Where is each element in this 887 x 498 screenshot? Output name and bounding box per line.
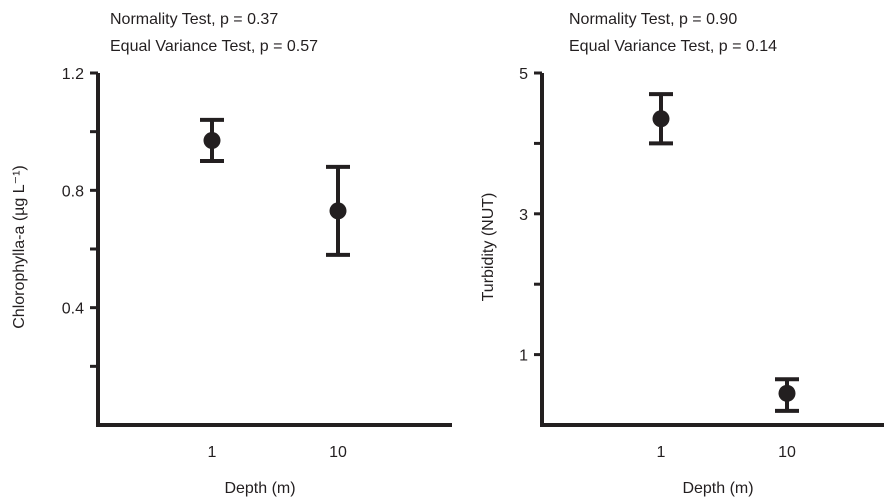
data-point — [778, 384, 796, 402]
x-tick-label: 10 — [329, 444, 347, 461]
x-tick-label: 1 — [657, 444, 666, 461]
y-axis-title: Turbidity (NUT) — [480, 193, 497, 302]
data-point — [652, 110, 670, 128]
normality-annotation: Normality Test, p = 0.90 — [569, 11, 737, 28]
variance-annotation: Equal Variance Test, p = 0.14 — [569, 38, 777, 55]
turbidity-panel: Normality Test, p = 0.90 Equal Variance … — [480, 11, 884, 497]
normality-annotation: Normality Test, p = 0.37 — [110, 11, 278, 28]
y-axis-title: Chlorophylla-a (µg L⁻¹) — [11, 165, 28, 329]
chlorophyll-panel: Normality Test, p = 0.37 Equal Variance … — [11, 11, 452, 497]
x-axis-title: Depth (m) — [682, 480, 753, 497]
y-tick-label: 3 — [519, 207, 528, 224]
y-tick-label: 0.4 — [62, 301, 84, 318]
y-tick-label: 5 — [519, 66, 528, 83]
variance-annotation: Equal Variance Test, p = 0.57 — [110, 38, 318, 55]
y-tick-label: 1.2 — [62, 66, 84, 83]
x-axis-title: Depth (m) — [224, 480, 295, 497]
y-tick-label: 0.8 — [62, 183, 84, 200]
x-tick-label: 10 — [778, 444, 796, 461]
x-tick-label: 1 — [208, 444, 217, 461]
y-tick-label: 1 — [519, 348, 528, 365]
data-point — [329, 202, 347, 220]
data-point — [203, 131, 221, 149]
